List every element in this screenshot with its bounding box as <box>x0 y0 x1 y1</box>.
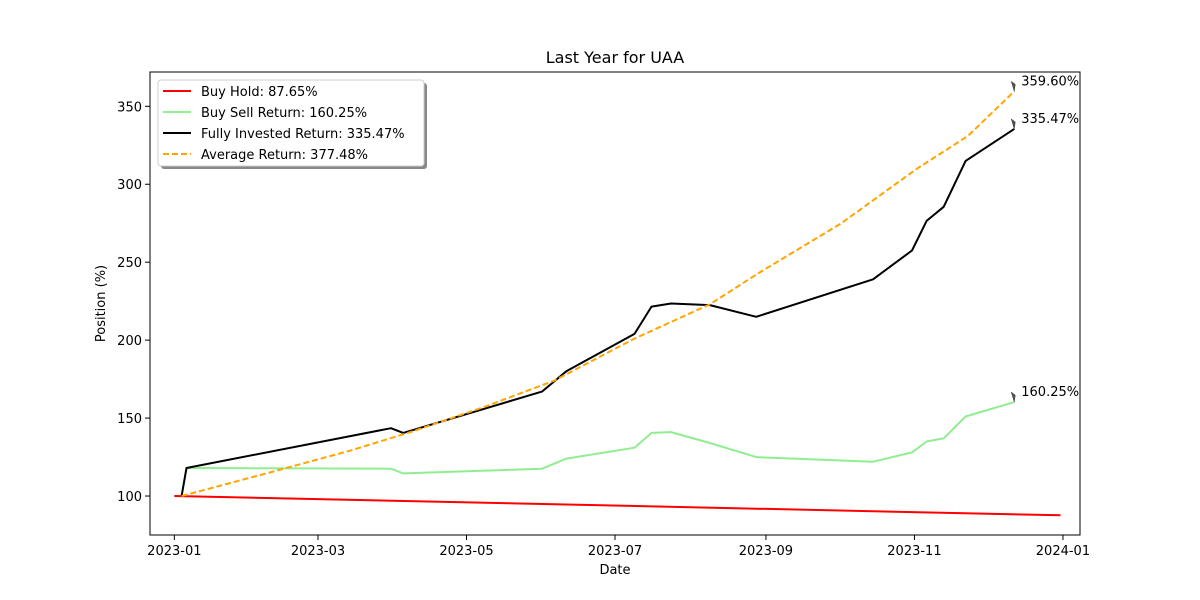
y-tick-label: 200 <box>117 334 142 349</box>
legend-label: Fully Invested Return: 335.47% <box>201 127 405 142</box>
x-tick-label: 2023-03 <box>291 544 345 559</box>
chart-title: Last Year for UAA <box>546 48 685 67</box>
annotation-label: 335.47% <box>1021 112 1079 127</box>
annotation-arrow <box>1010 391 1016 403</box>
y-axis-ticks: 100 150 200 250 300 350 <box>117 100 150 505</box>
x-tick-label: 2023-09 <box>739 544 793 559</box>
series-line-0 <box>174 495 1061 517</box>
x-tick-label: 2024-01 <box>1036 544 1090 559</box>
annotation-label: 160.25% <box>1021 385 1079 400</box>
y-tick-label: 300 <box>117 178 142 193</box>
legend-label: Average Return: 377.48% <box>201 148 368 163</box>
legend-box <box>157 79 425 167</box>
legend-label: Buy Sell Return: 160.25% <box>201 106 367 121</box>
annotation-arrow <box>1010 80 1016 92</box>
plot-series <box>174 90 1061 517</box>
annotation-arrow <box>1010 118 1016 130</box>
y-tick-label: 150 <box>117 412 142 427</box>
legend-label: Buy Hold: 87.65% <box>201 85 318 100</box>
x-axis-ticks: 2023-01 2023-03 2023-05 2023-07 2023-09 2023-… <box>147 535 1090 559</box>
y-tick-label: 350 <box>117 100 142 115</box>
series-line-1 <box>180 401 1015 497</box>
x-tick-label: 2023-07 <box>588 544 642 559</box>
series-line-3 <box>181 90 1015 497</box>
x-tick-label: 2023-05 <box>439 544 493 559</box>
annotation-label: 359.60% <box>1021 74 1079 89</box>
x-axis-label: Date <box>599 563 630 578</box>
legend: Buy Hold: 87.65% Buy Sell Return: 160.25%… <box>157 79 427 169</box>
y-tick-label: 250 <box>117 256 142 271</box>
y-tick-label: 100 <box>117 490 142 505</box>
x-tick-label: 2023-01 <box>147 544 201 559</box>
y-axis-label: Position (%) <box>94 265 109 342</box>
x-tick-label: 2023-11 <box>887 544 941 559</box>
series-line-2 <box>180 128 1015 497</box>
end-annotations: 359.60% 335.47% 160.25% <box>1010 74 1079 403</box>
